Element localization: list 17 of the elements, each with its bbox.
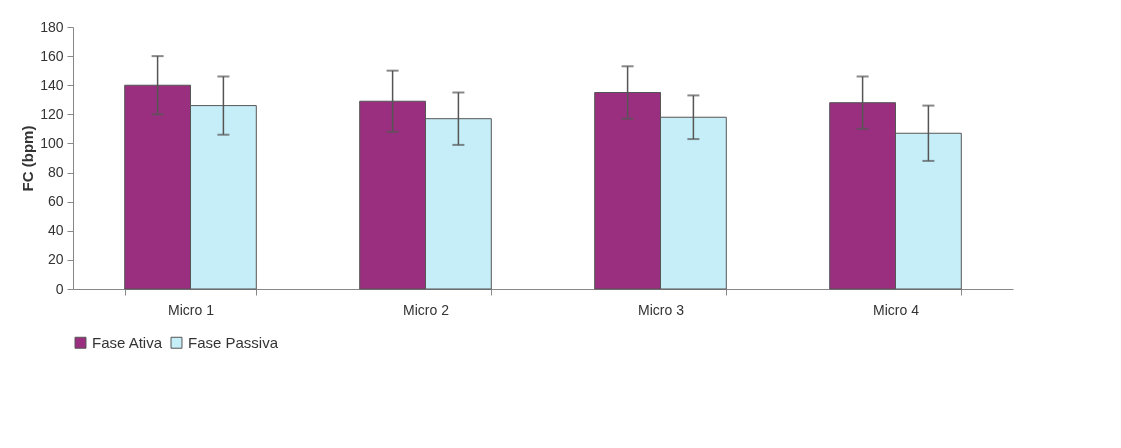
x-tick-label: Micro 2	[403, 301, 450, 318]
y-tick-label: 160	[40, 47, 64, 64]
legend-label: Fase Passiva	[188, 333, 279, 351]
y-tick-label: 180	[40, 18, 64, 35]
y-tick-label: 120	[40, 105, 64, 122]
y-tick-label: 100	[40, 134, 64, 151]
y-tick-label: 80	[47, 164, 64, 181]
x-tick-label: Micro 1	[168, 301, 215, 318]
y-tick-label: 140	[40, 76, 64, 93]
y-tick-label: 40	[47, 222, 64, 239]
y-tick-label: 60	[47, 193, 64, 210]
y-tick-label: 0	[55, 280, 64, 297]
y-axis-title: FC (bpm)	[19, 125, 37, 192]
x-tick-label: Micro 4	[873, 301, 920, 318]
y-tick-label: 20	[47, 251, 64, 268]
x-tick-label: Micro 3	[638, 301, 685, 318]
legend-label: Fase Ativa	[92, 333, 163, 351]
